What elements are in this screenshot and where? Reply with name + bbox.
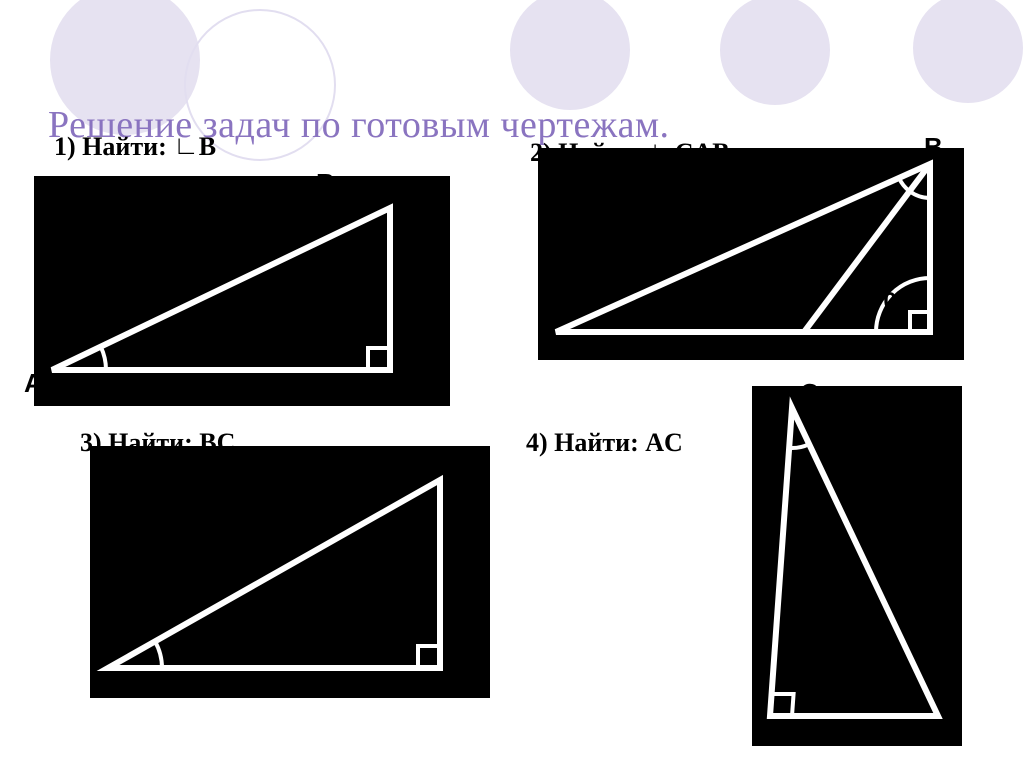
diagram-1-svg bbox=[34, 176, 450, 406]
task-1-target: B bbox=[199, 132, 216, 161]
diagram-1 bbox=[34, 176, 450, 406]
diagram-3 bbox=[90, 446, 490, 698]
diagram-2 bbox=[538, 148, 964, 360]
task-1-text: 1) Найти: bbox=[54, 132, 173, 161]
diagram-3-svg bbox=[90, 446, 490, 698]
diagram-2-svg bbox=[538, 148, 964, 360]
task-4-label: 4) Найти: AC bbox=[526, 428, 683, 458]
task-1-label: 1) Найти: B bbox=[54, 132, 216, 162]
angle-icon bbox=[173, 132, 198, 161]
